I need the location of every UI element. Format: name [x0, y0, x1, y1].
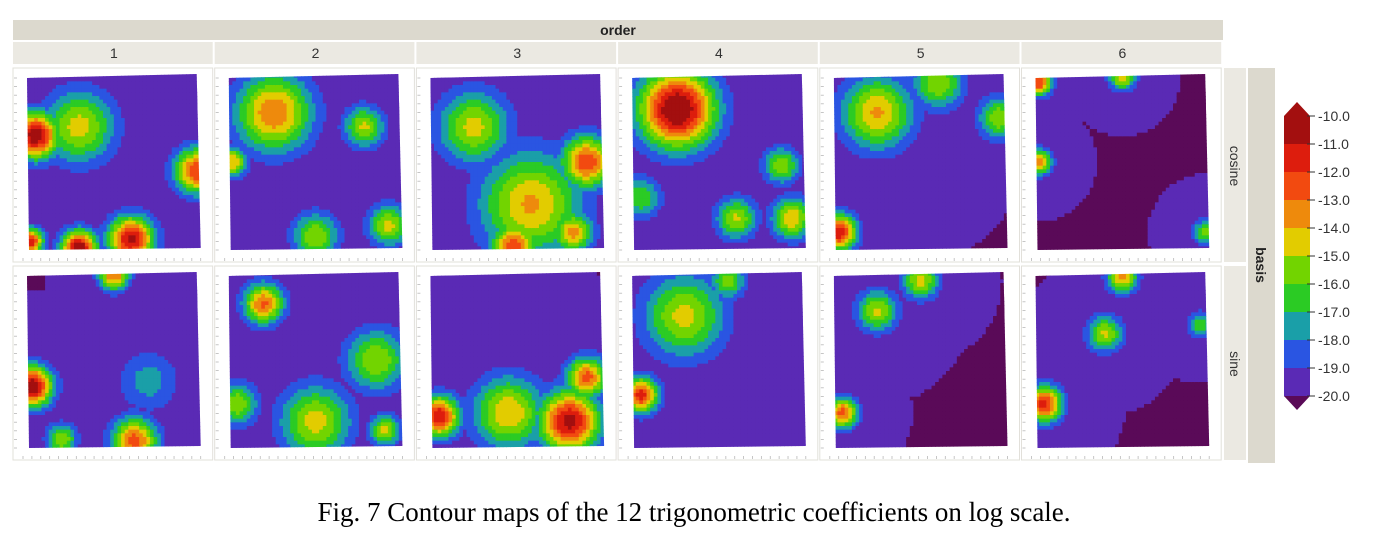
legend-label: -12.0 — [1318, 164, 1350, 180]
contour-field — [228, 74, 403, 250]
facet-row-label: cosine — [1227, 146, 1243, 187]
facet-column-title-strip — [13, 20, 1223, 40]
facet-row-headers: cosine sine — [1224, 68, 1246, 460]
legend-swatch — [1284, 312, 1310, 341]
legend-label: -16.0 — [1318, 276, 1350, 292]
facet-row-header — [1224, 266, 1246, 460]
legend-min-arrow — [1284, 396, 1310, 410]
contour-field — [833, 74, 1008, 250]
facet-row-header — [1224, 68, 1246, 262]
figure-caption: Fig. 7 Contour maps of the 12 trigonomet… — [0, 497, 1388, 528]
contour-panel — [617, 265, 819, 461]
contour-field — [430, 272, 605, 448]
facet-row-label: sine — [1227, 351, 1243, 377]
legend-label: -19.0 — [1318, 360, 1350, 376]
facet-column-header — [618, 42, 818, 64]
contour-field — [1035, 74, 1210, 250]
contour-panel — [12, 67, 214, 263]
contour-panel — [214, 265, 415, 461]
legend-swatch — [1284, 284, 1310, 313]
contour-field — [1035, 272, 1210, 448]
color-legend: -10.0 -11.0 -12.0 -13.0 -14.0 -15.0 -16.0 -17.0… — [1284, 102, 1350, 410]
facet-column-label: 3 — [513, 45, 521, 61]
facet-column-header — [416, 42, 617, 64]
legend-swatch — [1284, 116, 1310, 145]
facet-column-headers: 1 2 3 4 5 6 — [13, 42, 1222, 64]
facet-column-label: 6 — [1118, 45, 1126, 61]
legend-swatch — [1284, 172, 1310, 201]
facet-column-header — [819, 42, 1020, 64]
contour-panel — [12, 265, 214, 461]
legend-swatch — [1284, 368, 1310, 397]
contour-panel — [415, 265, 617, 461]
facet-column-header — [1021, 42, 1222, 64]
facet-column-label: 4 — [715, 45, 723, 61]
contour-field — [430, 74, 605, 250]
contour-field — [632, 74, 806, 250]
legend-swatch — [1284, 340, 1310, 369]
legend-swatch — [1284, 228, 1310, 257]
contour-field — [27, 74, 201, 250]
legend-label: -18.0 — [1318, 332, 1350, 348]
contour-field — [27, 272, 201, 448]
legend-label: -17.0 — [1318, 304, 1350, 320]
legend-label: -14.0 — [1318, 220, 1350, 236]
contour-panel — [617, 67, 819, 263]
contour-panel — [819, 67, 1020, 263]
facet-row-title: basis — [1253, 247, 1269, 283]
facet-column-header — [13, 42, 213, 64]
legend-label: -10.0 — [1318, 108, 1350, 124]
legend-label: -11.0 — [1318, 136, 1349, 152]
legend-label: -15.0 — [1318, 248, 1350, 264]
panel-grid — [12, 67, 1222, 461]
facet-column-label: 1 — [110, 45, 118, 61]
facet-column-header — [214, 42, 415, 64]
contour-panel — [819, 265, 1020, 461]
contour-panel — [1021, 265, 1222, 461]
contour-panel — [214, 67, 415, 263]
contour-field — [833, 272, 1008, 448]
facet-column-label: 5 — [917, 45, 925, 61]
contour-panel — [415, 67, 617, 263]
legend-label: -13.0 — [1318, 192, 1350, 208]
contour-field — [632, 272, 806, 448]
facet-column-title: order — [600, 22, 636, 38]
contour-field — [228, 272, 403, 448]
contour-panel — [1021, 67, 1222, 263]
legend-swatch — [1284, 200, 1310, 229]
legend-swatch — [1284, 144, 1310, 173]
legend-max-arrow — [1284, 102, 1310, 116]
legend-swatch — [1284, 256, 1310, 285]
facet-column-label: 2 — [312, 45, 320, 61]
legend-label: -20.0 — [1318, 388, 1350, 404]
facet-row-title-strip — [1248, 68, 1275, 463]
